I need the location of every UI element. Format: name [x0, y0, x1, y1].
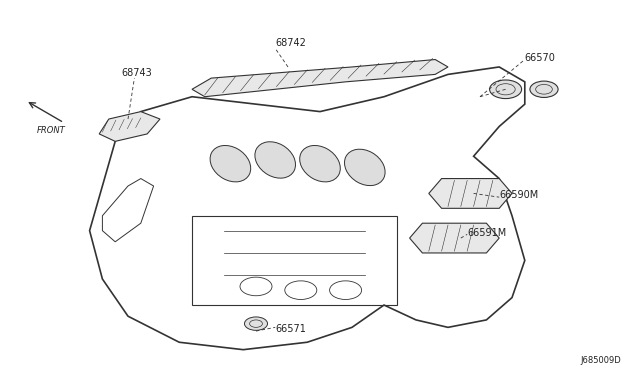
- PathPatch shape: [429, 179, 512, 208]
- Ellipse shape: [344, 149, 385, 186]
- Text: 66590M: 66590M: [499, 190, 538, 200]
- PathPatch shape: [99, 112, 160, 141]
- Ellipse shape: [300, 145, 340, 182]
- PathPatch shape: [192, 60, 448, 97]
- Text: 68742: 68742: [275, 38, 306, 48]
- Ellipse shape: [255, 142, 296, 178]
- Ellipse shape: [210, 145, 251, 182]
- PathPatch shape: [410, 223, 499, 253]
- Text: 66571: 66571: [275, 324, 306, 334]
- Circle shape: [530, 81, 558, 97]
- Circle shape: [244, 317, 268, 330]
- Text: J685009D: J685009D: [580, 356, 621, 365]
- Circle shape: [490, 80, 522, 99]
- Text: 68743: 68743: [122, 68, 152, 77]
- Text: 66570: 66570: [525, 53, 556, 62]
- Text: FRONT: FRONT: [37, 126, 65, 135]
- Text: 66591M: 66591M: [467, 228, 506, 237]
